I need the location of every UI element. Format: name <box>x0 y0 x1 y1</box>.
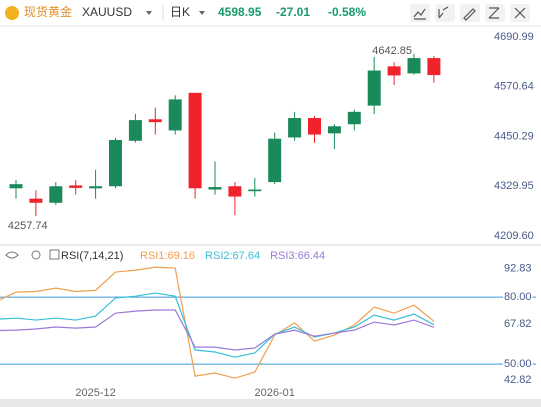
y-tick-label: 80.00 <box>504 291 532 303</box>
candle-body <box>427 58 441 76</box>
legend-entry: RSI2:67.64 <box>205 250 260 262</box>
candle-body <box>268 138 282 183</box>
high-label: 4642.85 <box>372 45 412 57</box>
change-pct: -0.58% <box>328 5 366 19</box>
tool-button[interactable] <box>485 4 505 22</box>
rsi-line <box>0 292 435 358</box>
candle-body <box>128 120 142 141</box>
price: 4598.95 <box>218 5 262 19</box>
candle-body <box>407 58 421 74</box>
rsi-line <box>0 266 435 379</box>
candle-body <box>9 184 23 189</box>
change: -27.01 <box>276 5 310 19</box>
candle-body <box>327 126 341 134</box>
gold-icon <box>5 6 19 20</box>
y-tick-label: 67.82 <box>504 318 532 330</box>
low-label: 4257.74 <box>8 220 48 232</box>
legend-entry: RSI1:69.16 <box>140 250 195 262</box>
candle-body <box>109 139 122 187</box>
gear-icon[interactable] <box>31 250 41 260</box>
y-tick-label: 50.00 <box>504 358 532 370</box>
scrollbar[interactable] <box>0 399 541 407</box>
tool-icon <box>438 6 449 19</box>
period[interactable]: 日K <box>170 5 190 19</box>
candle-body <box>168 99 182 131</box>
y-tick-label: 4209.60 <box>494 230 534 242</box>
candle-body <box>248 189 262 192</box>
tool-button[interactable] <box>435 4 455 22</box>
tool-icon <box>514 7 526 19</box>
tool-button[interactable] <box>460 4 480 22</box>
instrument-name[interactable]: 现货黄金 <box>24 4 72 19</box>
eye-icon[interactable] <box>5 251 19 259</box>
candle-body <box>208 187 222 190</box>
candle-body <box>288 118 302 138</box>
y-tick-label: 42.82 <box>504 374 532 386</box>
tool-icon <box>488 7 500 19</box>
candle-body <box>347 111 361 125</box>
period-dropdown[interactable] <box>199 11 205 15</box>
y-tick-label: 4450.29 <box>494 130 534 142</box>
symbol[interactable]: XAUUSD <box>82 5 132 19</box>
x-tick-label: 2025-12 <box>75 387 115 399</box>
candle-body <box>29 198 43 203</box>
tool-button[interactable] <box>410 4 430 22</box>
candle-body <box>89 186 103 189</box>
candle-body <box>69 185 83 188</box>
y-tick-label: 4690.99 <box>494 31 534 43</box>
candle-body <box>49 186 63 203</box>
expand-icon[interactable] <box>49 249 60 260</box>
y-tick-label: 4329.95 <box>494 180 534 192</box>
legend-entry: RSI3:66.44 <box>270 250 325 262</box>
y-tick-label: 4570.64 <box>494 81 534 93</box>
indicator-title: RSI(7,14,21) <box>61 250 123 262</box>
tool-icon <box>413 8 426 20</box>
x-tick-label: 2026-01 <box>255 387 295 399</box>
rsi-line <box>0 309 435 351</box>
candle-body <box>308 118 321 135</box>
candle-body <box>367 70 381 106</box>
candle-body <box>387 66 401 76</box>
candle-body <box>228 186 242 197</box>
symbol-dropdown[interactable] <box>146 11 152 15</box>
tool-icon <box>463 8 476 21</box>
candle-body <box>148 119 162 123</box>
candle-body <box>188 92 202 189</box>
y-tick-label: 92.83 <box>504 262 532 274</box>
